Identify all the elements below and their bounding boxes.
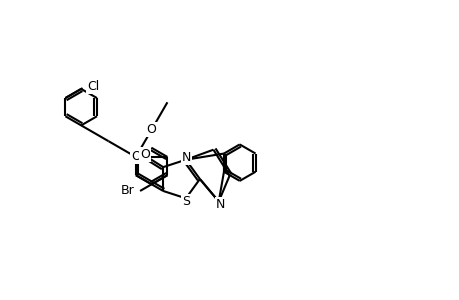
Text: Br: Br	[121, 184, 134, 197]
Text: N: N	[182, 152, 191, 164]
Text: O: O	[146, 123, 156, 136]
Text: N: N	[215, 198, 225, 211]
Text: S: S	[181, 194, 190, 208]
Text: O: O	[131, 151, 140, 164]
Text: Cl: Cl	[87, 80, 99, 93]
Text: O: O	[140, 148, 150, 161]
